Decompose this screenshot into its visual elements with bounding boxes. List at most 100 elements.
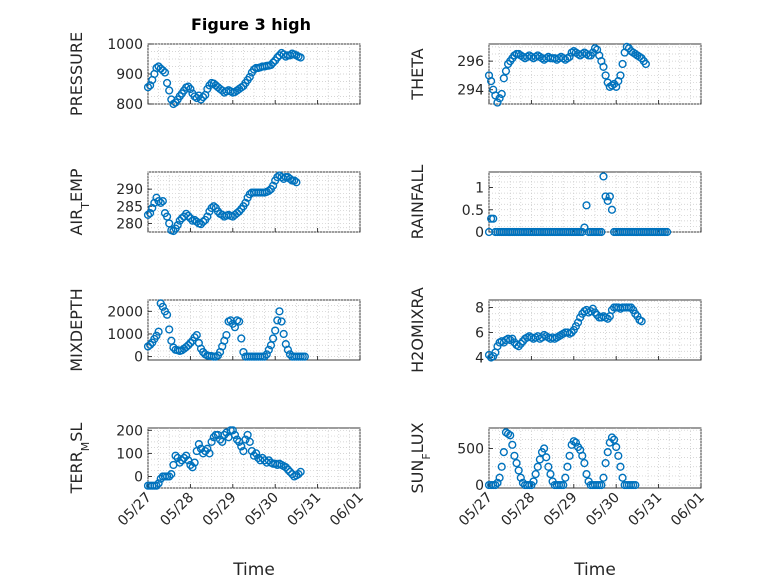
data-point bbox=[245, 72, 254, 82]
data-point bbox=[281, 463, 290, 472]
data-point bbox=[616, 71, 625, 80]
data-point bbox=[529, 477, 538, 486]
data-point bbox=[493, 98, 502, 107]
data-point bbox=[169, 226, 178, 236]
data-point bbox=[194, 440, 203, 449]
y-axis-label: PRESSURE bbox=[67, 32, 86, 116]
data-point bbox=[237, 83, 246, 92]
data-point bbox=[154, 327, 163, 336]
y-axis-label: AIRTEMP bbox=[67, 168, 92, 235]
subplot-rainfall: 0 0.5 1 RAINFALL bbox=[408, 165, 702, 241]
data-point bbox=[148, 203, 157, 213]
y-tick-label: 0 bbox=[134, 350, 143, 366]
data-point bbox=[186, 338, 195, 348]
data-point bbox=[563, 462, 572, 471]
data-point bbox=[605, 192, 614, 201]
data-point bbox=[237, 334, 246, 343]
data-point bbox=[501, 67, 511, 76]
data-point bbox=[215, 435, 225, 444]
data-point bbox=[275, 307, 284, 316]
data-point bbox=[512, 459, 521, 468]
data-point bbox=[580, 459, 589, 468]
data-point bbox=[542, 453, 551, 462]
data-point bbox=[601, 459, 610, 468]
data-point bbox=[546, 469, 555, 479]
y-tick-label: 0 bbox=[475, 225, 484, 241]
data-point bbox=[573, 318, 583, 327]
data-point bbox=[207, 203, 216, 213]
y-axis-label: THETA bbox=[408, 48, 427, 100]
data-point bbox=[603, 196, 612, 205]
data-point bbox=[506, 431, 515, 440]
data-point bbox=[245, 437, 254, 446]
data-point bbox=[179, 453, 189, 463]
data-point bbox=[175, 458, 184, 467]
y-axis-label: RAINFALL bbox=[408, 165, 427, 240]
data-point bbox=[199, 217, 208, 226]
data-point bbox=[268, 334, 278, 343]
data-point bbox=[235, 317, 244, 326]
y-tick-label: 900 bbox=[116, 67, 143, 83]
data-point bbox=[516, 473, 525, 482]
data-point bbox=[190, 92, 199, 101]
data-point bbox=[510, 451, 519, 460]
y-axis-label: SUNFLUX bbox=[408, 422, 433, 493]
y-tick-label: 4 bbox=[475, 351, 484, 367]
data-point bbox=[241, 435, 250, 444]
data-point bbox=[252, 449, 261, 458]
data-point bbox=[154, 479, 163, 488]
data-point bbox=[607, 205, 617, 214]
data-point bbox=[495, 94, 504, 103]
data-point bbox=[618, 473, 627, 482]
data-point bbox=[561, 473, 570, 482]
data-point bbox=[232, 435, 242, 444]
data-point bbox=[162, 310, 172, 319]
data-point bbox=[222, 330, 231, 340]
data-point bbox=[497, 89, 506, 99]
data-point bbox=[618, 59, 627, 69]
data-point bbox=[196, 220, 206, 229]
y-axis-label: TERRMSL bbox=[67, 423, 92, 495]
data-point bbox=[190, 333, 199, 342]
y-tick-label: 100 bbox=[116, 446, 143, 462]
data-point bbox=[207, 437, 216, 446]
subplot-pressure: 800 900 1000 PRESSURE bbox=[67, 32, 361, 116]
data-point bbox=[220, 430, 229, 440]
data-point bbox=[268, 181, 278, 190]
data-point bbox=[239, 446, 248, 456]
data-point bbox=[239, 347, 248, 357]
data-point bbox=[152, 481, 161, 490]
y-tick-label: 1 bbox=[475, 181, 484, 197]
data-point bbox=[565, 451, 574, 460]
data-point bbox=[559, 480, 568, 490]
data-point bbox=[146, 340, 155, 349]
data-point bbox=[184, 82, 193, 91]
data-point bbox=[582, 201, 591, 210]
data-point bbox=[192, 330, 201, 340]
data-point bbox=[165, 86, 174, 95]
data-point bbox=[662, 227, 672, 237]
data-point bbox=[241, 198, 250, 207]
data-point bbox=[609, 435, 619, 444]
data-point bbox=[165, 472, 174, 481]
data-point bbox=[493, 478, 502, 487]
data-point bbox=[582, 469, 591, 479]
data-point bbox=[294, 470, 303, 479]
data-point bbox=[169, 99, 178, 109]
y-tick-label: 0 bbox=[475, 478, 484, 494]
x-axis-label: Time bbox=[573, 560, 616, 580]
data-point bbox=[641, 59, 650, 69]
data-point bbox=[544, 462, 553, 471]
data-point bbox=[154, 197, 163, 206]
data-point bbox=[158, 197, 167, 206]
figure-title: Figure 3 high bbox=[191, 15, 311, 34]
y-tick-label: 280 bbox=[116, 216, 143, 232]
data-point bbox=[264, 345, 273, 354]
data-point bbox=[531, 469, 540, 479]
data-point bbox=[152, 331, 161, 340]
data-point bbox=[230, 430, 240, 440]
data-point bbox=[146, 209, 155, 218]
data-point bbox=[203, 212, 212, 221]
data-point bbox=[182, 451, 191, 460]
